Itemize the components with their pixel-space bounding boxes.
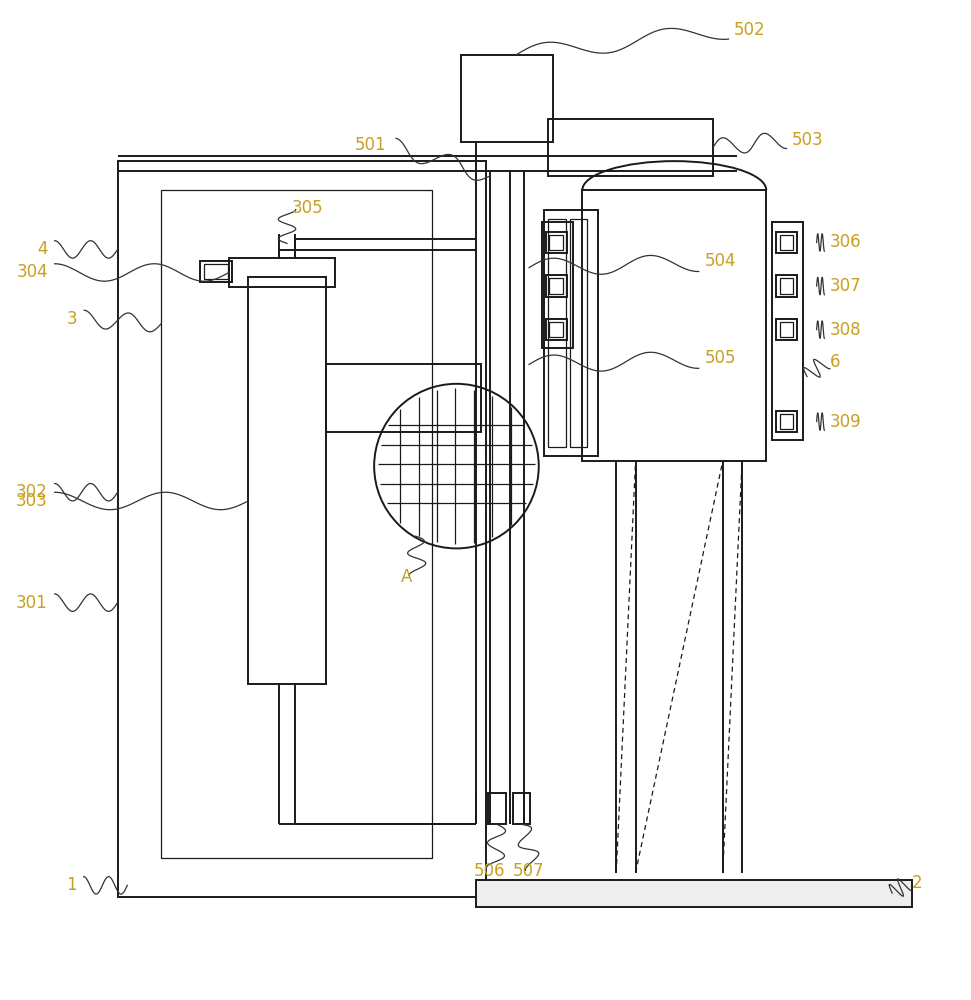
Text: 308: 308 [830,321,862,339]
Text: 304: 304 [17,263,48,281]
Bar [546,319,567,340]
Bar [780,414,793,429]
Bar [161,190,432,858]
Bar [542,222,573,348]
Text: 301: 301 [17,594,48,612]
Bar [780,235,793,250]
Text: 501: 501 [355,136,386,154]
Bar [549,119,713,176]
Text: 302: 302 [17,483,48,501]
Text: A: A [401,568,412,586]
Text: 506: 506 [474,862,505,880]
Bar [200,261,232,282]
Bar [546,232,567,253]
Bar [544,210,598,456]
Text: 507: 507 [513,862,544,880]
Bar [476,880,912,907]
Text: 303: 303 [17,492,48,510]
Bar [550,235,563,250]
Bar [550,322,563,337]
Bar [776,275,797,297]
Bar [570,219,587,447]
Text: 505: 505 [704,349,736,367]
Bar [513,793,530,824]
Text: 2: 2 [912,874,922,892]
Text: 6: 6 [830,353,841,371]
Bar [549,219,566,447]
Text: 306: 306 [830,233,862,251]
Text: 504: 504 [704,252,736,270]
Bar [461,55,553,142]
Bar [583,190,766,461]
Text: 3: 3 [66,310,77,328]
Bar [229,258,335,287]
Bar [325,364,481,432]
Bar [117,161,486,897]
Text: 4: 4 [37,240,48,258]
Bar [249,277,325,684]
Text: 502: 502 [733,21,765,39]
Text: 503: 503 [791,131,823,149]
Bar [776,319,797,340]
Bar [546,275,567,297]
Bar [776,411,797,432]
Text: 307: 307 [830,277,862,295]
Bar [204,264,228,279]
Text: 305: 305 [292,199,323,217]
Text: 1: 1 [66,876,77,894]
Bar [772,222,803,440]
Bar [550,278,563,294]
Bar [776,232,797,253]
Text: 309: 309 [830,413,862,431]
Bar [780,322,793,337]
Bar [488,793,506,824]
Bar [780,278,793,294]
